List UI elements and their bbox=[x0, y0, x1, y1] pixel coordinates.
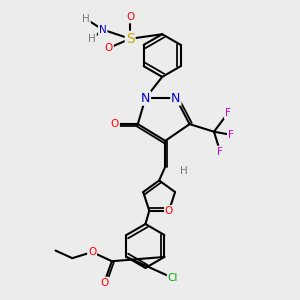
Text: N: N bbox=[141, 92, 150, 105]
Text: F: F bbox=[225, 108, 231, 118]
Text: O: O bbox=[100, 278, 108, 287]
Text: H: H bbox=[180, 166, 188, 176]
Text: Cl: Cl bbox=[168, 273, 178, 283]
Text: N: N bbox=[99, 25, 106, 34]
Text: H: H bbox=[82, 14, 90, 24]
Text: O: O bbox=[105, 43, 113, 53]
Text: H: H bbox=[88, 34, 96, 44]
Text: S: S bbox=[126, 32, 135, 46]
Text: O: O bbox=[88, 247, 96, 257]
Text: N: N bbox=[171, 92, 181, 105]
Text: O: O bbox=[111, 119, 119, 129]
Text: F: F bbox=[228, 130, 234, 140]
Text: F: F bbox=[217, 146, 223, 157]
Text: O: O bbox=[126, 13, 134, 22]
Text: O: O bbox=[165, 206, 173, 216]
